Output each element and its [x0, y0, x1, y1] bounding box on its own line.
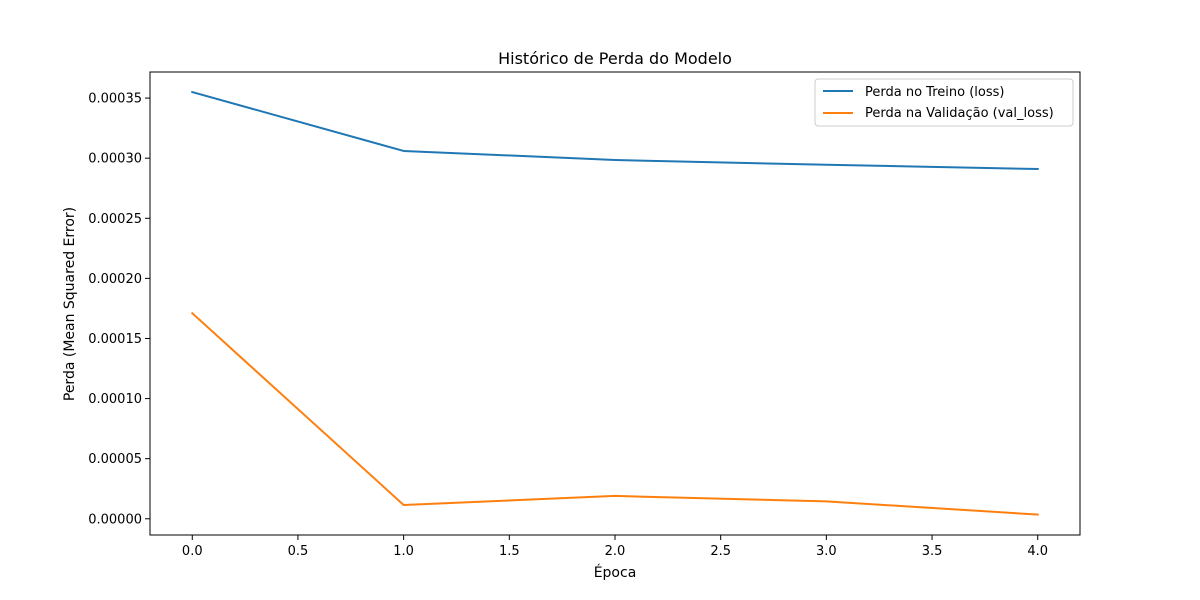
- x-tick-label: 1.5: [499, 544, 520, 559]
- x-tick-label: 0.5: [288, 544, 309, 559]
- y-tick-label: 0.00035: [88, 92, 142, 107]
- y-tick-label: 0.00025: [88, 212, 142, 227]
- x-tick-label: 0.0: [182, 544, 203, 559]
- y-tick-label: 0.00005: [88, 452, 142, 467]
- x-axis-ticks: 0.0 0.5 1.0 1.5 2.0 2.5 3.0 3.5 4.0: [182, 535, 1048, 559]
- x-axis-label: Época: [594, 564, 637, 581]
- x-tick-label: 3.5: [922, 544, 943, 559]
- y-tick-label: 0.00015: [88, 332, 142, 347]
- y-axis-ticks: 0.00000 0.00005 0.00010 0.00015 0.00020 0.000…: [88, 92, 150, 527]
- series-lines: [190, 90, 1039, 516]
- y-tick-label: 0.00020: [88, 272, 142, 287]
- y-tick-label: 0.00010: [88, 392, 142, 407]
- x-tick-label: 4.0: [1027, 544, 1048, 559]
- chart-title: Histórico de Perda do Modelo: [498, 49, 732, 68]
- series-line-train: [191, 90, 1039, 171]
- legend-box: [814, 78, 1074, 127]
- x-tick-label: 3.0: [816, 544, 837, 559]
- y-tick-label: 0.00030: [88, 152, 142, 167]
- plot-area-frame: [149, 71, 1081, 536]
- x-tick-label: 2.0: [605, 544, 626, 559]
- series-line-validation: [190, 311, 1039, 516]
- x-tick-label: 1.0: [393, 544, 414, 559]
- legend: Perda no Treino (loss) Perda na Validaçã…: [814, 78, 1074, 127]
- legend-label-train: Perda no Treino (loss): [865, 85, 1004, 100]
- y-tick-label: 0.00000: [88, 512, 142, 527]
- y-axis-label: Perda (Mean Squared Error): [62, 207, 78, 401]
- legend-label-validation: Perda na Validação (val_loss): [865, 106, 1054, 121]
- x-tick-label: 2.5: [710, 544, 731, 559]
